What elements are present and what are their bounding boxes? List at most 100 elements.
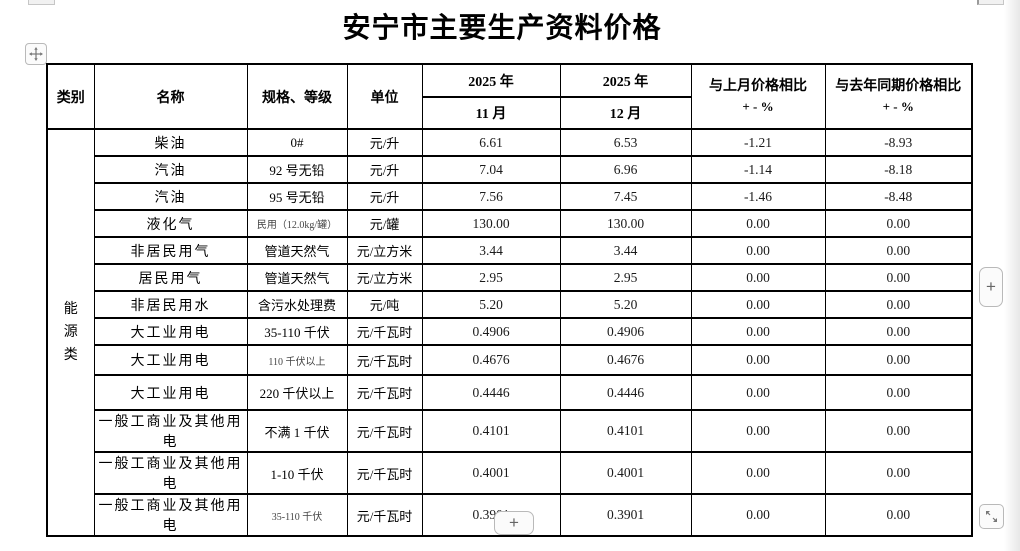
page-title[interactable]: 安宁市主要生产资料价格	[342, 13, 662, 44]
price-nov-cell[interactable]: 130.00	[421, 209, 561, 238]
yoy-change-cell[interactable]: 0.00	[824, 451, 973, 495]
price-nov-cell[interactable]: 2.95	[421, 263, 561, 292]
spec-cell[interactable]: 35-110 千伏	[246, 317, 348, 346]
category-cell[interactable]: 能源类	[46, 128, 95, 537]
col-header-month-dec[interactable]: 12 月	[559, 96, 692, 130]
yoy-change-cell[interactable]: -8.18	[824, 155, 973, 184]
unit-cell[interactable]: 元/千瓦时	[346, 374, 423, 411]
name-cell[interactable]: 大工业用电	[93, 344, 248, 376]
name-cell[interactable]: 非居民用水	[93, 290, 248, 319]
insert-row-button[interactable]: +	[494, 511, 534, 535]
price-nov-cell[interactable]: 6.61	[421, 128, 561, 157]
insert-column-button[interactable]: +	[979, 267, 1003, 307]
mom-change-cell[interactable]: -1.21	[690, 128, 826, 157]
price-dec-cell[interactable]: 5.20	[559, 290, 692, 319]
unit-cell[interactable]: 元/升	[346, 182, 423, 211]
price-nov-cell[interactable]: 0.4001	[421, 451, 561, 495]
col-header-name[interactable]: 名称	[93, 63, 248, 130]
name-cell[interactable]: 居民用气	[93, 263, 248, 292]
price-nov-cell[interactable]: 5.20	[421, 290, 561, 319]
name-cell[interactable]: 一般工商业及其他用电	[93, 493, 248, 537]
col-header-unit[interactable]: 单位	[346, 63, 423, 130]
price-dec-cell[interactable]: 7.45	[559, 182, 692, 211]
spec-cell[interactable]: 不满 1 千伏	[246, 409, 348, 453]
col-header-yoy[interactable]: 与去年同期价格相比 + - %	[824, 63, 973, 130]
price-dec-cell[interactable]: 0.4906	[559, 317, 692, 346]
price-dec-cell[interactable]: 0.3901	[559, 493, 692, 537]
yoy-change-cell[interactable]: 0.00	[824, 290, 973, 319]
spec-cell[interactable]: 民用（12.0kg/罐）	[246, 209, 348, 238]
spec-cell[interactable]: 95 号无铅	[246, 182, 348, 211]
unit-cell[interactable]: 元/千瓦时	[346, 451, 423, 495]
mom-change-cell[interactable]: 0.00	[690, 344, 826, 376]
price-nov-cell[interactable]: 0.4446	[421, 374, 561, 411]
spec-cell[interactable]: 管道天然气	[246, 263, 348, 292]
yoy-change-cell[interactable]: 0.00	[824, 409, 973, 453]
table-resize-handle[interactable]	[979, 504, 1004, 529]
price-nov-cell[interactable]: 3.44	[421, 236, 561, 265]
name-cell[interactable]: 大工业用电	[93, 317, 248, 346]
unit-cell[interactable]: 元/升	[346, 128, 423, 157]
yoy-change-cell[interactable]: 0.00	[824, 209, 973, 238]
table-move-handle[interactable]	[25, 43, 47, 65]
price-nov-cell[interactable]: 7.56	[421, 182, 561, 211]
name-cell[interactable]: 一般工商业及其他用电	[93, 409, 248, 453]
mom-change-cell[interactable]: 0.00	[690, 236, 826, 265]
spec-cell[interactable]: 0#	[246, 128, 348, 157]
yoy-change-cell[interactable]: 0.00	[824, 374, 973, 411]
unit-cell[interactable]: 元/立方米	[346, 236, 423, 265]
mom-change-cell[interactable]: 0.00	[690, 493, 826, 537]
name-cell[interactable]: 大工业用电	[93, 374, 248, 411]
spec-cell[interactable]: 含污水处理费	[246, 290, 348, 319]
unit-cell[interactable]: 元/千瓦时	[346, 409, 423, 453]
yoy-change-cell[interactable]: 0.00	[824, 317, 973, 346]
price-dec-cell[interactable]: 0.4676	[559, 344, 692, 376]
yoy-change-cell[interactable]: 0.00	[824, 263, 973, 292]
mom-change-cell[interactable]: 0.00	[690, 374, 826, 411]
spec-cell[interactable]: 1-10 千伏	[246, 451, 348, 495]
name-cell[interactable]: 液化气	[93, 209, 248, 238]
price-dec-cell[interactable]: 6.53	[559, 128, 692, 157]
mom-change-cell[interactable]: -1.14	[690, 155, 826, 184]
price-nov-cell[interactable]: 0.4101	[421, 409, 561, 453]
unit-cell[interactable]: 元/千瓦时	[346, 317, 423, 346]
price-nov-cell[interactable]: 0.4676	[421, 344, 561, 376]
col-header-mom[interactable]: 与上月价格相比 + - %	[690, 63, 826, 130]
spec-cell[interactable]: 92 号无铅	[246, 155, 348, 184]
price-nov-cell[interactable]: 0.3901	[421, 493, 561, 537]
price-nov-cell[interactable]: 7.04	[421, 155, 561, 184]
price-dec-cell[interactable]: 0.4101	[559, 409, 692, 453]
spec-cell[interactable]: 管道天然气	[246, 236, 348, 265]
col-header-month-nov[interactable]: 11 月	[421, 96, 561, 130]
mom-change-cell[interactable]: 0.00	[690, 263, 826, 292]
spec-cell[interactable]: 110 千伏以上	[246, 344, 348, 376]
mom-change-cell[interactable]: 0.00	[690, 451, 826, 495]
col-header-spec[interactable]: 规格、等级	[246, 63, 348, 130]
unit-cell[interactable]: 元/千瓦时	[346, 344, 423, 376]
yoy-change-cell[interactable]: 0.00	[824, 236, 973, 265]
yoy-change-cell[interactable]: 0.00	[824, 493, 973, 537]
name-cell[interactable]: 非居民用气	[93, 236, 248, 265]
name-cell[interactable]: 汽油	[93, 155, 248, 184]
col-header-year-dec[interactable]: 2025 年	[559, 63, 692, 98]
col-header-category[interactable]: 类别	[46, 63, 95, 130]
mom-change-cell[interactable]: 0.00	[690, 209, 826, 238]
price-nov-cell[interactable]: 0.4906	[421, 317, 561, 346]
name-cell[interactable]: 汽油	[93, 182, 248, 211]
mom-change-cell[interactable]: 0.00	[690, 290, 826, 319]
yoy-change-cell[interactable]: -8.93	[824, 128, 973, 157]
mom-change-cell[interactable]: 0.00	[690, 317, 826, 346]
mom-change-cell[interactable]: 0.00	[690, 409, 826, 453]
unit-cell[interactable]: 元/立方米	[346, 263, 423, 292]
unit-cell[interactable]: 元/千瓦时	[346, 493, 423, 537]
col-header-year-nov[interactable]: 2025 年	[421, 63, 561, 98]
price-dec-cell[interactable]: 0.4001	[559, 451, 692, 495]
price-dec-cell[interactable]: 3.44	[559, 236, 692, 265]
yoy-change-cell[interactable]: -8.48	[824, 182, 973, 211]
unit-cell[interactable]: 元/升	[346, 155, 423, 184]
spec-cell[interactable]: 35-110 千伏	[246, 493, 348, 537]
price-dec-cell[interactable]: 0.4446	[559, 374, 692, 411]
name-cell[interactable]: 柴油	[93, 128, 248, 157]
price-dec-cell[interactable]: 130.00	[559, 209, 692, 238]
yoy-change-cell[interactable]: 0.00	[824, 344, 973, 376]
